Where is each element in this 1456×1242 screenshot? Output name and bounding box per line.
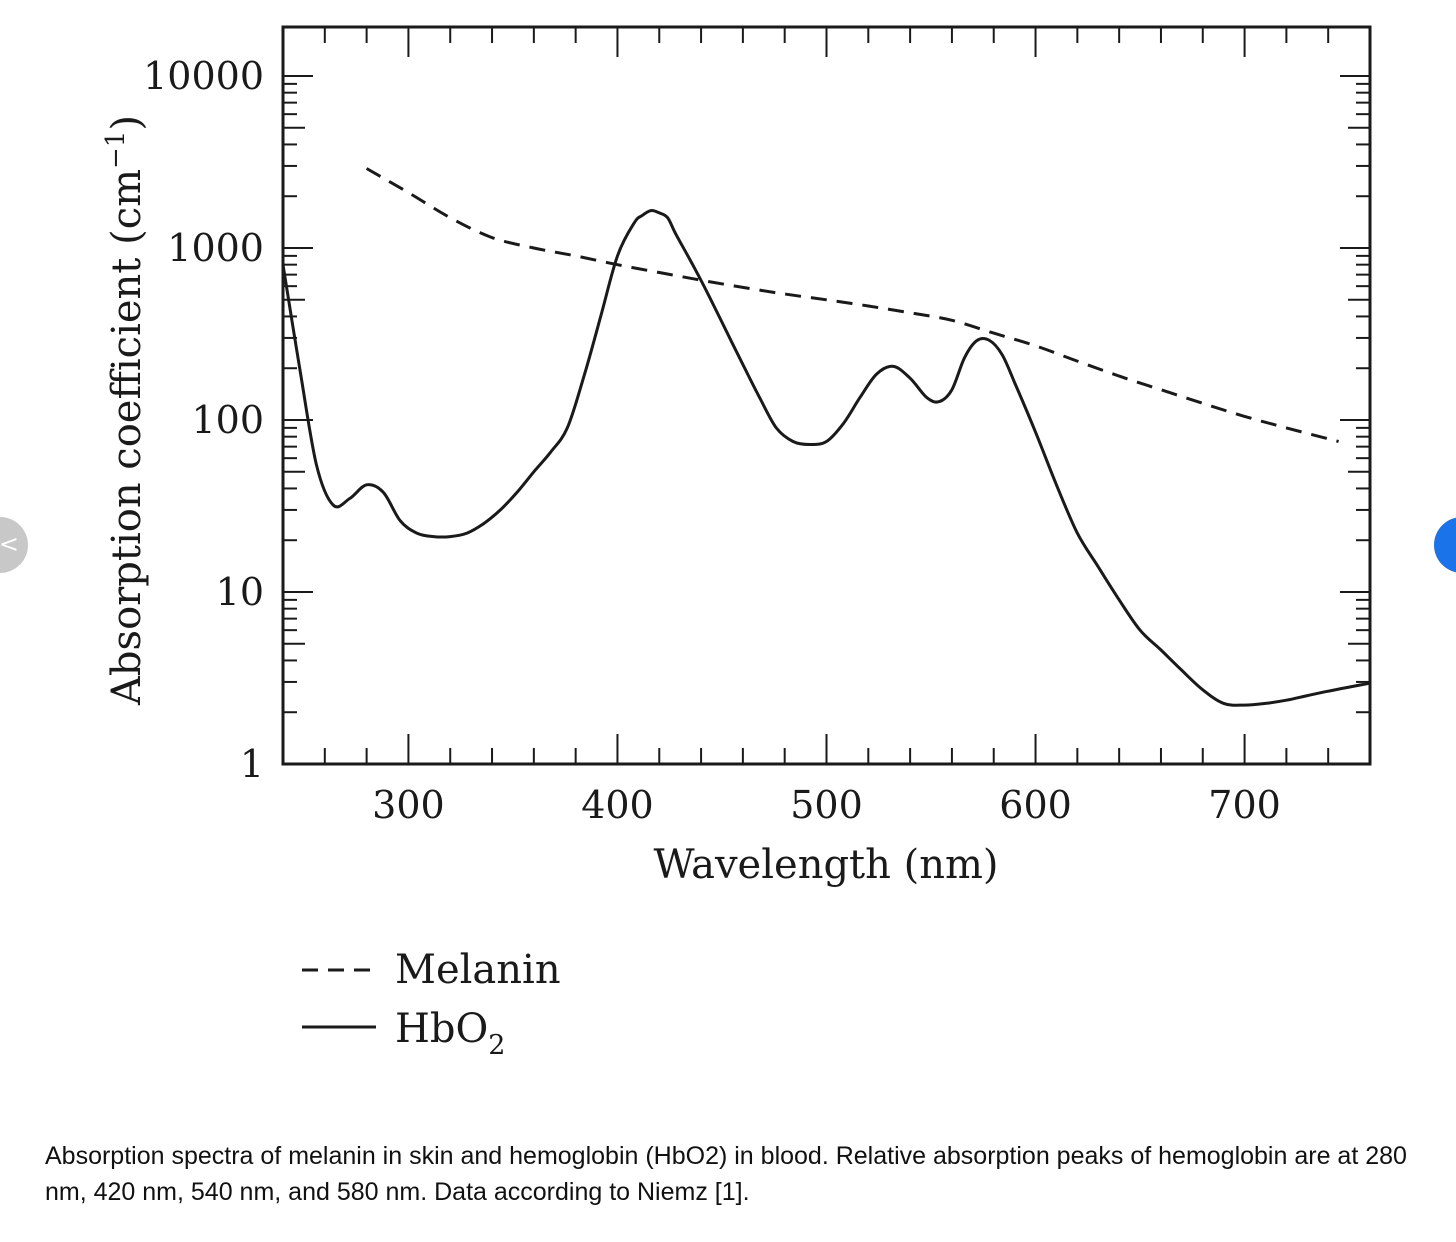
x-tick-label: 500 (790, 783, 863, 827)
legend-label-hbo2: HbO2 (395, 1006, 505, 1061)
plot-frame (281, 25, 1372, 766)
x-tick-label: 700 (1208, 783, 1281, 827)
series-line-hbo2 (281, 209, 1371, 707)
series-layer (281, 167, 1371, 707)
chevron-left-icon: < (0, 530, 19, 558)
figure-caption: Absorption spectra of melanin in skin an… (45, 1142, 1407, 1206)
legend: Melanin HbO2 (302, 947, 561, 1061)
next-image-button[interactable] (1434, 517, 1456, 573)
y-tick-label: 1000 (167, 226, 264, 270)
y-tick-label: 1 (240, 742, 264, 786)
y-tick-label: 100 (191, 398, 264, 442)
series-line-melanin (365, 167, 1339, 443)
y-tick-label: 10000 (143, 54, 264, 98)
x-tick-label: 600 (999, 783, 1072, 827)
legend-label-melanin: Melanin (395, 947, 561, 993)
y-tick-label: 10 (216, 570, 264, 614)
x-tick-label: 400 (581, 783, 654, 827)
legend-label-hbo2-sub: 2 (488, 1030, 505, 1061)
x-axis-label: Wavelength (nm) (653, 842, 998, 888)
absorption-chart: 300 400 500 600 700 1 10 100 1000 10000 Wavelengt… (101, 25, 1372, 1061)
x-tick-label: 300 (372, 783, 445, 827)
y-axis-label-close: ) (104, 115, 150, 131)
y-axis-label: Absorption coefficient (cm−1) (101, 115, 150, 706)
axis-ticks (283, 27, 1370, 765)
y-axis-label-sup: −1 (101, 131, 131, 169)
legend-label-hbo2-main: HbO (395, 1006, 488, 1052)
tick-labels: 300 400 500 600 700 1 10 100 1000 10000 (143, 54, 1281, 827)
y-axis-label-main: Absorption coefficient (cm (104, 169, 150, 706)
